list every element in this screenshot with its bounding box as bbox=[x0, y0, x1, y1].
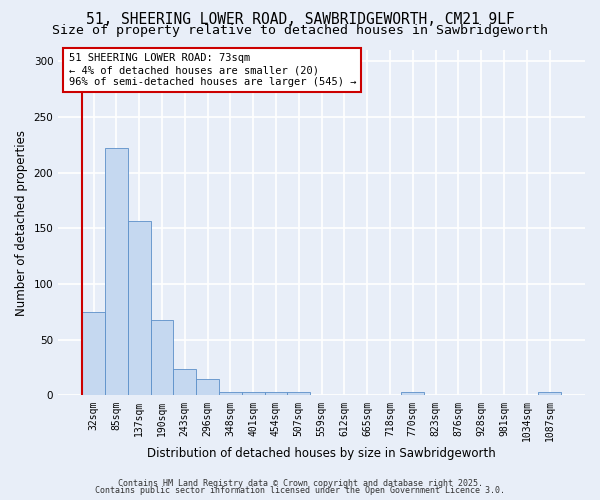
Bar bbox=[401, 392, 424, 396]
Bar bbox=[219, 392, 242, 396]
Bar bbox=[242, 392, 265, 396]
Text: 51, SHEERING LOWER ROAD, SAWBRIDGEWORTH, CM21 9LF: 51, SHEERING LOWER ROAD, SAWBRIDGEWORTH,… bbox=[86, 12, 514, 28]
Bar bbox=[287, 392, 310, 396]
Bar bbox=[173, 368, 196, 396]
Bar bbox=[196, 378, 219, 396]
Text: Contains HM Land Registry data © Crown copyright and database right 2025.: Contains HM Land Registry data © Crown c… bbox=[118, 478, 482, 488]
Bar bbox=[128, 220, 151, 396]
Text: Size of property relative to detached houses in Sawbridgeworth: Size of property relative to detached ho… bbox=[52, 24, 548, 37]
Bar bbox=[538, 392, 561, 396]
Text: Contains public sector information licensed under the Open Government Licence 3.: Contains public sector information licen… bbox=[95, 486, 505, 495]
Bar bbox=[265, 392, 287, 396]
Text: 51 SHEERING LOWER ROAD: 73sqm
← 4% of detached houses are smaller (20)
96% of se: 51 SHEERING LOWER ROAD: 73sqm ← 4% of de… bbox=[69, 54, 356, 86]
Bar bbox=[151, 320, 173, 396]
Bar bbox=[105, 148, 128, 396]
X-axis label: Distribution of detached houses by size in Sawbridgeworth: Distribution of detached houses by size … bbox=[147, 447, 496, 460]
Y-axis label: Number of detached properties: Number of detached properties bbox=[15, 130, 28, 316]
Bar bbox=[82, 312, 105, 396]
